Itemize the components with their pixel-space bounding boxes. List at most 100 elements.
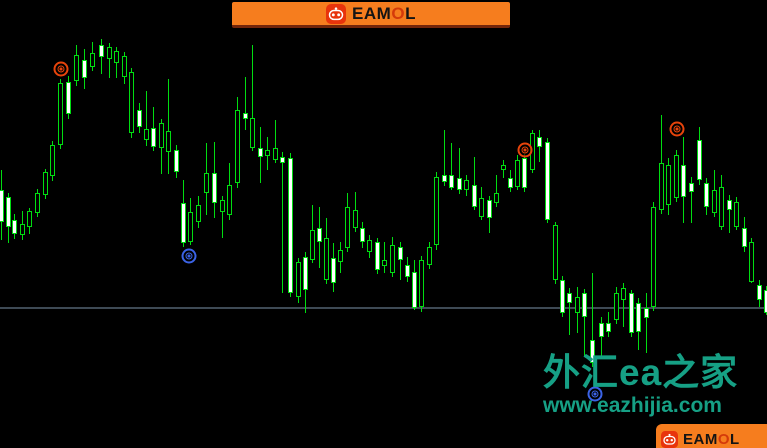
- logo-letter-o: O: [717, 430, 731, 448]
- logo-letter-o: O: [391, 4, 406, 23]
- robot-icon: [326, 3, 347, 24]
- candle-body: [651, 207, 656, 307]
- candle-body: [220, 200, 225, 212]
- candle-body: [99, 45, 104, 57]
- candle-body: [331, 258, 336, 283]
- eamol-logo-text: EAMOL: [683, 432, 740, 447]
- buy-signal-icon: [181, 248, 197, 264]
- baseline: [0, 307, 767, 309]
- sell-signal-icon: [517, 142, 533, 158]
- candle-body: [43, 172, 48, 195]
- candle-body: [734, 202, 739, 227]
- candle-body: [537, 137, 542, 147]
- candle-wick: [275, 120, 276, 163]
- candle-body: [288, 158, 293, 293]
- candle-body: [689, 183, 694, 192]
- candle-wick: [384, 242, 385, 273]
- candle-body: [405, 265, 410, 277]
- candle-body: [258, 148, 263, 157]
- candle-body: [419, 260, 424, 307]
- candle-wick: [623, 283, 624, 327]
- candle-body: [159, 123, 164, 148]
- candle-body: [522, 158, 527, 188]
- candle-body: [599, 323, 604, 337]
- candle-body: [606, 323, 611, 332]
- candle-body: [82, 60, 87, 78]
- candle-wick: [451, 143, 452, 190]
- candle-body: [107, 47, 112, 59]
- candle-body: [575, 297, 580, 313]
- sell-signal-icon: [53, 61, 69, 77]
- candle-wick: [168, 79, 169, 174]
- candle-body: [317, 228, 322, 242]
- candle-body: [250, 118, 255, 148]
- candle-wick: [592, 273, 593, 367]
- candle-body: [196, 205, 201, 222]
- candle-body: [757, 285, 762, 300]
- candle-body: [434, 177, 439, 245]
- candle-body: [442, 175, 447, 182]
- logo-prefix: EAM: [683, 430, 718, 448]
- candle-body: [243, 113, 248, 119]
- candle-body: [345, 207, 350, 248]
- candle-body: [508, 178, 513, 188]
- candle-body: [644, 308, 649, 318]
- candle-body: [704, 183, 709, 207]
- candle-wick: [146, 91, 147, 146]
- candle-body: [114, 51, 119, 63]
- candle-wick: [444, 130, 445, 186]
- candle-body: [412, 272, 417, 308]
- candle-body: [629, 293, 634, 333]
- candle-body: [338, 250, 343, 262]
- candle-body: [35, 193, 40, 213]
- candle-body: [472, 185, 477, 207]
- candle-body: [515, 160, 520, 187]
- candle-body: [697, 140, 702, 180]
- candle-body: [659, 163, 664, 210]
- candle-body: [273, 148, 278, 160]
- candle-body: [749, 242, 754, 282]
- candle-body: [681, 165, 686, 197]
- candle-body: [181, 203, 186, 243]
- candle-body: [614, 293, 619, 320]
- candle-body: [674, 155, 679, 198]
- candle-body: [296, 262, 301, 297]
- candle-wick: [496, 175, 497, 207]
- candle-body: [235, 110, 240, 183]
- candle-body: [666, 165, 671, 205]
- candle-body: [382, 260, 387, 266]
- candle-body: [50, 145, 55, 176]
- candle-body: [74, 55, 79, 81]
- candle-body: [20, 224, 25, 235]
- candle-wick: [400, 242, 401, 280]
- candle-wick: [584, 289, 585, 357]
- candle-body: [204, 173, 209, 193]
- candle-body: [212, 173, 217, 203]
- candle-wick: [222, 196, 223, 238]
- candle-wick: [691, 177, 692, 223]
- candle-body: [449, 175, 454, 188]
- candle-body: [324, 238, 329, 280]
- candle-body: [27, 211, 32, 227]
- candle-body: [66, 82, 71, 114]
- robot-icon: [661, 430, 678, 448]
- candle-body: [590, 340, 595, 363]
- sell-signal-icon: [669, 121, 685, 137]
- eamol-banner: EAMOL: [232, 2, 510, 28]
- candle-body: [427, 247, 432, 265]
- candle-body: [360, 228, 365, 242]
- candle-body: [58, 83, 63, 145]
- logo-suffix: L: [730, 430, 740, 448]
- candle-body: [553, 225, 558, 280]
- candle-body: [501, 165, 506, 170]
- candle-wick: [729, 195, 730, 233]
- candle-wick: [646, 293, 647, 353]
- buy-signal-icon: [587, 386, 603, 402]
- candle-body: [310, 230, 315, 260]
- candle-wick: [109, 43, 110, 78]
- candle-body: [12, 220, 17, 234]
- candle-body: [560, 280, 565, 313]
- candle-body: [0, 190, 4, 222]
- candle-wick: [569, 288, 570, 335]
